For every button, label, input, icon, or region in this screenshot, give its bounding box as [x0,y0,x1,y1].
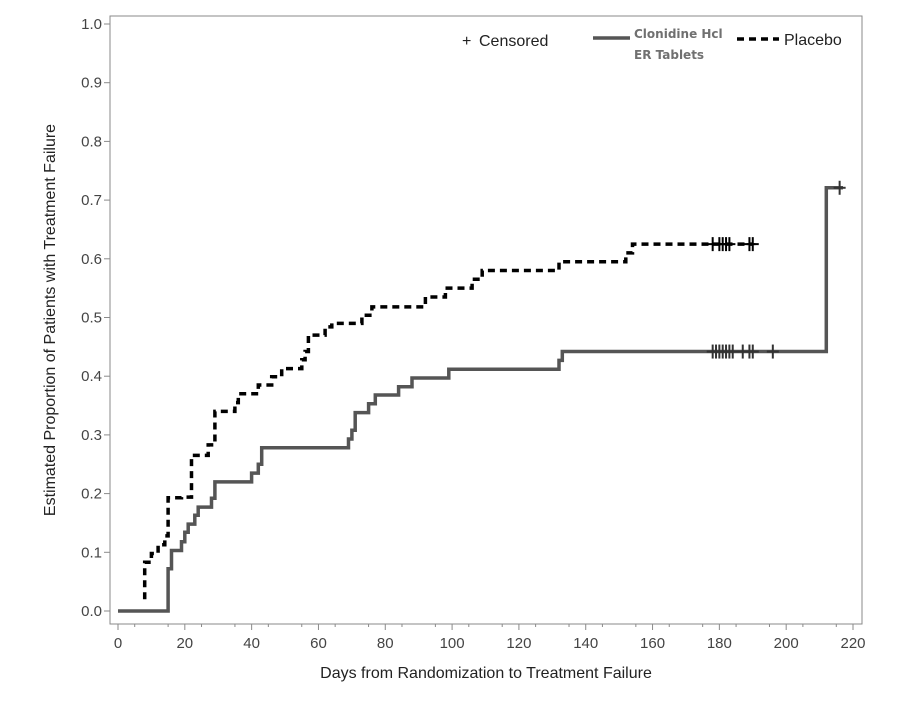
y-tick-label: 0.6 [81,251,102,268]
legend-clonidine-label-2: ER Tablets [634,48,704,62]
legend-placebo-label: Placebo [784,32,842,49]
censored-mark [833,180,846,195]
legend: + Censored Clonidine Hcl ER Tablets Plac… [462,27,842,62]
y-tick-label: 0.2 [81,486,102,503]
y-tick-label: 0.0 [81,603,102,620]
series-line-placebo [142,242,753,600]
y-tick-label: 1.0 [81,16,102,33]
series-line-clonidine [118,186,843,613]
censored-mark [766,344,779,359]
y-tick-label: 0.3 [81,427,102,444]
x-tick-label: 140 [573,635,598,652]
y-axis: 0.0 0.1 0.2 0.3 0.4 0.5 0.6 0.7 0.8 0.9 1.0 [81,16,110,620]
x-tick-label: 80 [377,635,394,652]
plot-frame [109,15,863,625]
x-axis: 0 20 40 60 80 100 120 140 160 180 200 220 [114,624,866,652]
series-group [118,180,846,613]
legend-censored-label: Censored [479,33,548,50]
x-tick-label: 220 [840,635,865,652]
legend-clonidine-label-1: Clonidine Hcl [634,27,723,41]
legend-censored-symbol: + [462,33,471,50]
x-tick-label: 120 [506,635,531,652]
censored-mark [746,237,759,252]
censored-mark [723,237,736,252]
censored-mark [746,344,759,359]
censored-mark [726,344,739,359]
x-tick-label: 160 [640,635,665,652]
x-tick-label: 60 [310,635,327,652]
y-tick-label: 0.5 [81,310,102,327]
x-tick-label: 40 [243,635,260,652]
x-tick-label: 200 [774,635,799,652]
x-tick-label: 100 [440,635,465,652]
y-tick-label: 0.8 [81,133,102,150]
y-tick-label: 0.4 [81,368,102,385]
y-tick-label: 0.7 [81,192,102,209]
y-tick-label: 0.1 [81,544,102,561]
x-tick-label: 20 [176,635,193,652]
x-tick-label: 180 [707,635,732,652]
x-tick-label: 0 [114,635,122,652]
y-axis-title: Estimated Proportion of Patients with Tr… [42,124,59,516]
x-axis-title: Days from Randomization to Treatment Fai… [320,665,652,682]
y-tick-label: 0.9 [81,75,102,92]
